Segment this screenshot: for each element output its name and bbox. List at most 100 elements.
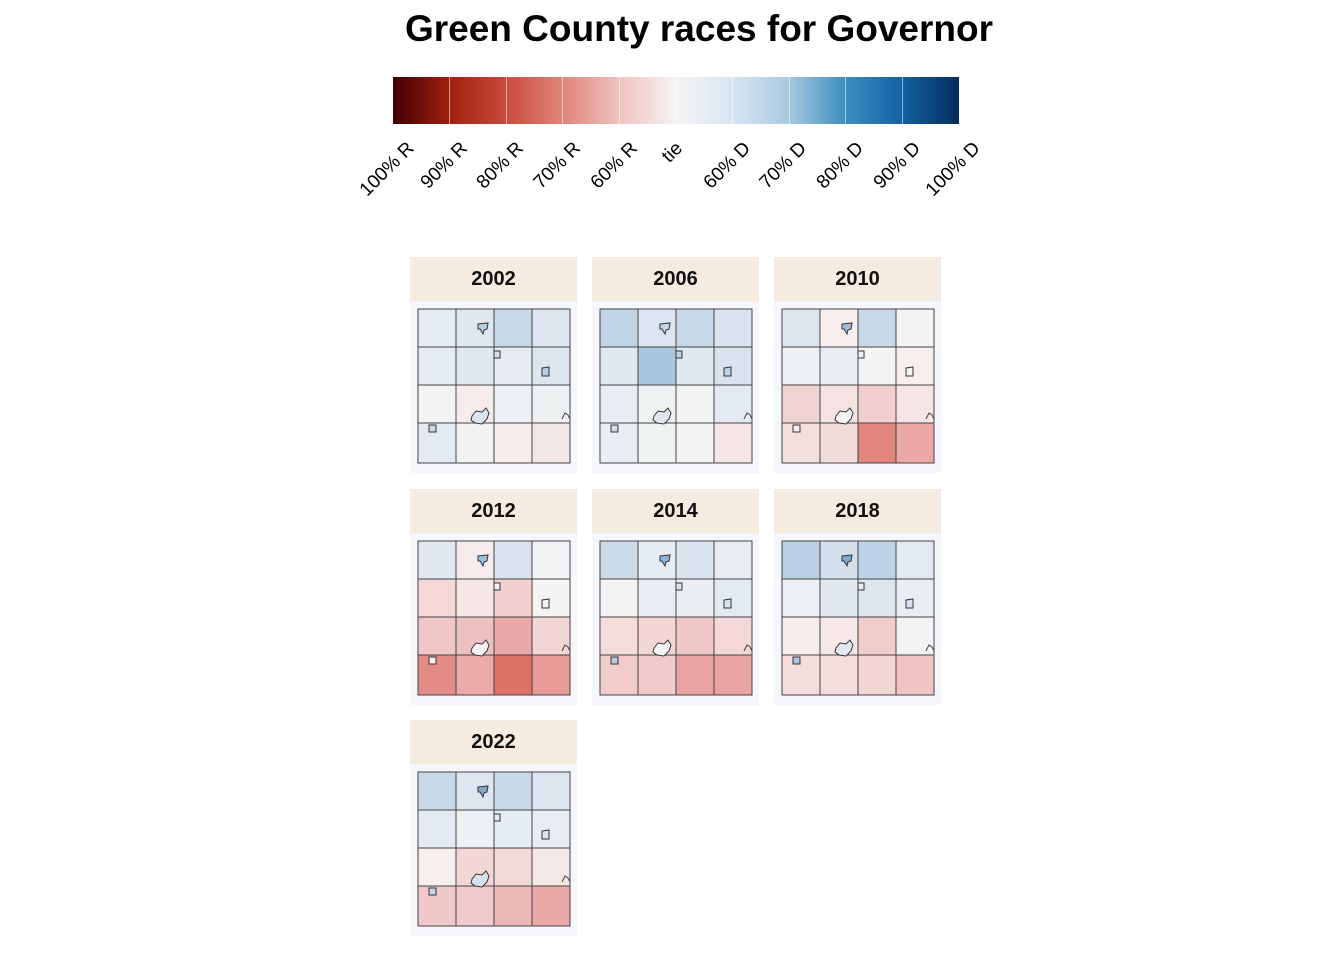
township-r0-c0 — [417, 540, 457, 580]
municipality-1 — [857, 350, 865, 359]
facet-panel-2006: 2006 — [592, 257, 759, 473]
municipality-2 — [905, 598, 914, 609]
township-r1-c1 — [455, 809, 495, 849]
township-r3-c3 — [531, 422, 571, 464]
township-r3-c1 — [455, 422, 495, 464]
township-r2-c2 — [675, 384, 715, 424]
township-r3-c1 — [637, 654, 677, 696]
township-r1-c1 — [455, 578, 495, 618]
municipality-4 — [652, 407, 672, 425]
township-r3-c1 — [455, 654, 495, 696]
legend-label: 90% R — [416, 138, 472, 194]
township-r3-c0 — [781, 422, 821, 464]
legend-tick — [675, 77, 677, 124]
facet-panel-2012: 2012 — [410, 489, 577, 705]
township-r0-c1 — [455, 771, 495, 811]
township-r2-c3 — [531, 384, 571, 424]
legend-label: tie — [658, 138, 688, 168]
legend-label: 60% D — [699, 138, 755, 194]
township-r3-c2 — [675, 654, 715, 696]
facet-year-label: 2022 — [410, 720, 577, 764]
municipality-3 — [428, 887, 437, 896]
township-r1-c3 — [531, 809, 571, 849]
township-r1-c3 — [531, 578, 571, 618]
township-r2-c3 — [713, 616, 753, 656]
county-map — [417, 540, 571, 696]
township-r0-c0 — [599, 540, 639, 580]
county-map — [417, 771, 571, 927]
township-r3-c3 — [531, 654, 571, 696]
township-r3-c3 — [895, 654, 935, 696]
township-r3-c2 — [675, 422, 715, 464]
legend-label: 60% R — [586, 138, 642, 194]
township-r1-c1 — [455, 346, 495, 386]
boundary-detail — [561, 644, 571, 652]
township-r2-c0 — [781, 616, 821, 656]
township-r2-c0 — [599, 384, 639, 424]
legend-tick — [562, 77, 564, 124]
municipality-3 — [792, 424, 801, 433]
municipality-2 — [541, 366, 550, 377]
township-r2-c2 — [493, 616, 533, 656]
township-r1-c3 — [531, 346, 571, 386]
boundary-detail — [561, 875, 571, 883]
township-r3-c0 — [599, 654, 639, 696]
township-r0-c3 — [895, 540, 935, 580]
township-r0-c2 — [857, 308, 897, 348]
municipality-1 — [675, 350, 683, 359]
municipality-1 — [493, 582, 501, 591]
municipality-1 — [493, 350, 501, 359]
township-r1-c0 — [417, 809, 457, 849]
county-map — [599, 540, 753, 696]
township-r3-c3 — [713, 654, 753, 696]
township-r1-c0 — [599, 346, 639, 386]
township-r0-c2 — [857, 540, 897, 580]
municipality-3 — [792, 656, 801, 665]
county-map — [781, 308, 935, 464]
township-r2-c2 — [493, 384, 533, 424]
county-map — [781, 540, 935, 696]
township-r3-c0 — [417, 654, 457, 696]
township-r2-c3 — [531, 616, 571, 656]
township-r0-c1 — [637, 540, 677, 580]
township-r0-c3 — [531, 308, 571, 348]
township-r1-c1 — [819, 346, 859, 386]
municipality-4 — [652, 639, 672, 657]
township-r2-c0 — [599, 616, 639, 656]
legend-label: 100% D — [921, 138, 985, 201]
municipality-1 — [493, 813, 501, 822]
municipality-2 — [541, 598, 550, 609]
municipality-3 — [428, 656, 437, 665]
boundary-detail — [561, 412, 571, 420]
township-r1-c1 — [819, 578, 859, 618]
facet-year-label: 2010 — [774, 257, 941, 301]
township-r3-c3 — [531, 885, 571, 927]
municipality-2 — [723, 598, 732, 609]
township-r0-c1 — [637, 308, 677, 348]
township-r0-c3 — [531, 771, 571, 811]
legend-tick — [901, 77, 903, 124]
facet-year-label: 2014 — [592, 489, 759, 533]
boundary-detail — [743, 412, 753, 420]
township-r1-c1 — [637, 346, 677, 386]
municipality-3 — [610, 424, 619, 433]
township-r2-c2 — [675, 616, 715, 656]
facet-panel-2010: 2010 — [774, 257, 941, 473]
township-r3-c0 — [417, 422, 457, 464]
municipality-4 — [470, 870, 490, 888]
legend-label: 90% D — [869, 138, 925, 194]
township-r0-c2 — [493, 308, 533, 348]
township-r2-c3 — [895, 616, 935, 656]
township-r2-c0 — [417, 616, 457, 656]
boundary-detail — [925, 412, 935, 420]
municipality-3 — [610, 656, 619, 665]
township-r2-c0 — [417, 847, 457, 887]
township-r0-c0 — [781, 540, 821, 580]
municipality-0 — [477, 785, 489, 799]
township-r0-c0 — [417, 308, 457, 348]
municipality-2 — [723, 366, 732, 377]
legend-tick — [618, 77, 620, 124]
township-r2-c3 — [895, 384, 935, 424]
township-r1-c0 — [599, 578, 639, 618]
boundary-detail — [925, 644, 935, 652]
